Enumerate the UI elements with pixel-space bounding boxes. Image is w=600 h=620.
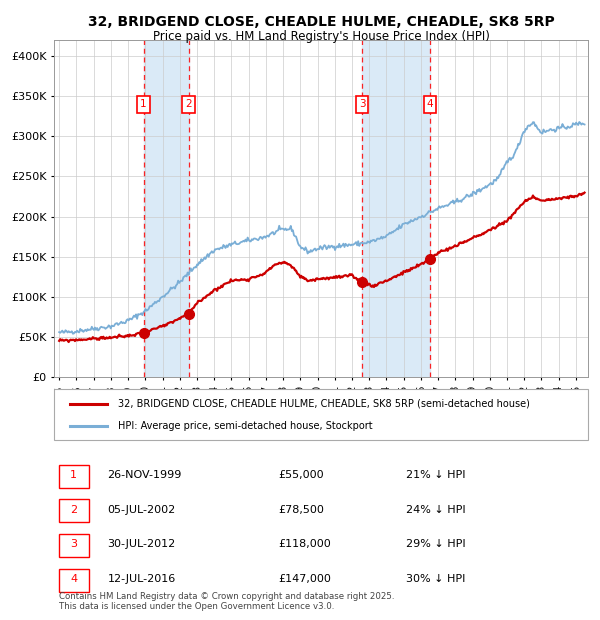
Text: £55,000: £55,000 <box>278 470 324 480</box>
Text: 24% ↓ HPI: 24% ↓ HPI <box>406 505 466 515</box>
Text: 05-JUL-2002: 05-JUL-2002 <box>107 505 176 515</box>
FancyBboxPatch shape <box>59 464 89 488</box>
Text: 30-JUL-2012: 30-JUL-2012 <box>107 539 176 549</box>
Text: 12-JUL-2016: 12-JUL-2016 <box>107 574 176 584</box>
Text: 32, BRIDGEND CLOSE, CHEADLE HULME, CHEADLE, SK8 5RP (semi-detached house): 32, BRIDGEND CLOSE, CHEADLE HULME, CHEAD… <box>118 399 530 409</box>
Text: Price paid vs. HM Land Registry's House Price Index (HPI): Price paid vs. HM Land Registry's House … <box>152 30 490 43</box>
Text: 3: 3 <box>70 539 77 549</box>
Bar <box>143 40 188 377</box>
Text: 4: 4 <box>427 99 433 109</box>
FancyBboxPatch shape <box>59 569 89 592</box>
Text: £78,500: £78,500 <box>278 505 324 515</box>
Text: 29% ↓ HPI: 29% ↓ HPI <box>406 539 466 549</box>
FancyBboxPatch shape <box>54 389 588 440</box>
FancyBboxPatch shape <box>59 499 89 523</box>
Text: 32, BRIDGEND CLOSE, CHEADLE HULME, CHEADLE, SK8 5RP: 32, BRIDGEND CLOSE, CHEADLE HULME, CHEAD… <box>88 16 554 30</box>
Text: 2: 2 <box>185 99 192 109</box>
Text: 4: 4 <box>70 574 77 584</box>
Text: 1: 1 <box>140 99 147 109</box>
FancyBboxPatch shape <box>59 534 89 557</box>
Text: HPI: Average price, semi-detached house, Stockport: HPI: Average price, semi-detached house,… <box>118 421 373 431</box>
Text: 30% ↓ HPI: 30% ↓ HPI <box>406 574 466 584</box>
Text: £118,000: £118,000 <box>278 539 331 549</box>
Bar <box>362 40 430 377</box>
Text: £147,000: £147,000 <box>278 574 331 584</box>
Text: 2: 2 <box>70 505 77 515</box>
Text: Contains HM Land Registry data © Crown copyright and database right 2025.
This d: Contains HM Land Registry data © Crown c… <box>59 592 395 611</box>
Text: 21% ↓ HPI: 21% ↓ HPI <box>406 470 466 480</box>
Text: 26-NOV-1999: 26-NOV-1999 <box>107 470 182 480</box>
Text: 1: 1 <box>70 470 77 480</box>
Text: 3: 3 <box>359 99 365 109</box>
